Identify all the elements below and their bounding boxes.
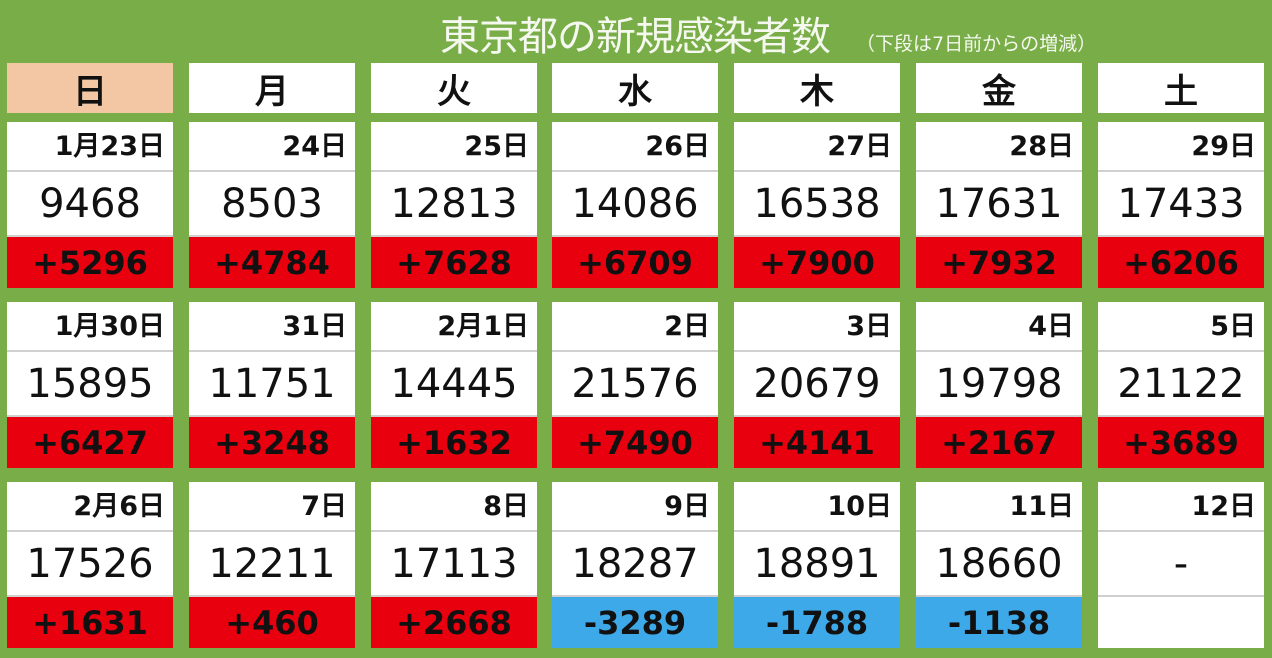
weekly-change: +5296 [7,237,173,288]
date-label: 5日 [1098,302,1264,352]
weekly-change: +460 [189,597,355,648]
weekday-header: 火 [371,63,537,113]
case-count: 14086 [552,172,718,237]
weekly-change: -3289 [552,597,718,648]
case-count: 18891 [734,532,900,597]
weekly-change: +2167 [916,417,1082,468]
day-cell: 31日 11751 +3248 [189,302,355,468]
day-cell: 11日 18660 -1138 [916,482,1082,648]
day-cell: 24日 8503 +4784 [189,122,355,288]
weekly-change: +6427 [7,417,173,468]
weekly-change: +7490 [552,417,718,468]
case-count: 8503 [189,172,355,237]
weekday-header: 水 [552,63,718,113]
case-count: 11751 [189,352,355,417]
case-count: 17113 [371,532,537,597]
date-label: 24日 [189,122,355,172]
weekday-header: 土 [1098,63,1264,113]
case-count: 12813 [371,172,537,237]
weekday-header: 木 [734,63,900,113]
date-label: 12日 [1098,482,1264,532]
day-cell: 4日 19798 +2167 [916,302,1082,468]
date-label: 3日 [734,302,900,352]
day-cell: 12日 - [1098,482,1264,648]
case-count: 19798 [916,352,1082,417]
date-label: 11日 [916,482,1082,532]
day-cell: 10日 18891 -1788 [734,482,900,648]
weekly-change: +6206 [1098,237,1264,288]
case-count: 17433 [1098,172,1264,237]
date-label: 27日 [734,122,900,172]
case-count: 17631 [916,172,1082,237]
weekday-header: 金 [916,63,1082,113]
weekly-change: +2668 [371,597,537,648]
date-label: 2月6日 [7,482,173,532]
date-label: 31日 [189,302,355,352]
case-count: 18660 [916,532,1082,597]
day-cell: 29日 17433 +6206 [1098,122,1264,288]
weekly-change: +3248 [189,417,355,468]
case-count: 12211 [189,532,355,597]
date-label: 2月1日 [371,302,537,352]
day-cell: 2月1日 14445 +1632 [371,302,537,468]
case-count: 14445 [371,352,537,417]
day-cell: 9日 18287 -3289 [552,482,718,648]
case-count: 15895 [7,352,173,417]
page-subtitle: （下段は7日前からの増減） [856,33,1097,55]
day-cell: 27日 16538 +7900 [734,122,900,288]
date-label: 7日 [189,482,355,532]
case-count: 21576 [552,352,718,417]
day-cell: 2月6日 17526 +1631 [7,482,173,648]
date-label: 10日 [734,482,900,532]
day-cell: 5日 21122 +3689 [1098,302,1264,468]
day-cell: 7日 12211 +460 [189,482,355,648]
day-cell: 28日 17631 +7932 [916,122,1082,288]
weekly-change: +4141 [734,417,900,468]
date-label: 1月23日 [7,122,173,172]
case-count: 17526 [7,532,173,597]
weekly-change: +7628 [371,237,537,288]
case-count: 18287 [552,532,718,597]
day-cell: 1月23日 9468 +5296 [7,122,173,288]
day-cell: 26日 14086 +6709 [552,122,718,288]
case-count: 9468 [7,172,173,237]
day-cell: 2日 21576 +7490 [552,302,718,468]
weekly-change: +4784 [189,237,355,288]
weekly-change: +6709 [552,237,718,288]
page-title: 東京都の新規感染者数 [440,14,831,60]
weekday-header: 日 [7,63,173,113]
date-label: 28日 [916,122,1082,172]
case-count: - [1098,532,1264,597]
weekly-change: +1632 [371,417,537,468]
case-count: 20679 [734,352,900,417]
case-count: 21122 [1098,352,1264,417]
weekly-change: +7932 [916,237,1082,288]
weekly-change: +3689 [1098,417,1264,468]
date-label: 4日 [916,302,1082,352]
date-label: 1月30日 [7,302,173,352]
date-label: 9日 [552,482,718,532]
date-label: 29日 [1098,122,1264,172]
date-label: 25日 [371,122,537,172]
weekly-change: -1138 [916,597,1082,648]
case-count: 16538 [734,172,900,237]
day-cell: 1月30日 15895 +6427 [7,302,173,468]
date-label: 2日 [552,302,718,352]
day-cell: 25日 12813 +7628 [371,122,537,288]
day-cell: 8日 17113 +2668 [371,482,537,648]
date-label: 8日 [371,482,537,532]
title-block: 東京都の新規感染者数 （下段は7日前からの増減） [440,4,1096,60]
weekly-change: +7900 [734,237,900,288]
date-label: 26日 [552,122,718,172]
day-cell: 3日 20679 +4141 [734,302,900,468]
weekday-header: 月 [189,63,355,113]
weekly-change: -1788 [734,597,900,648]
weekly-change [1098,597,1264,648]
weekly-change: +1631 [7,597,173,648]
